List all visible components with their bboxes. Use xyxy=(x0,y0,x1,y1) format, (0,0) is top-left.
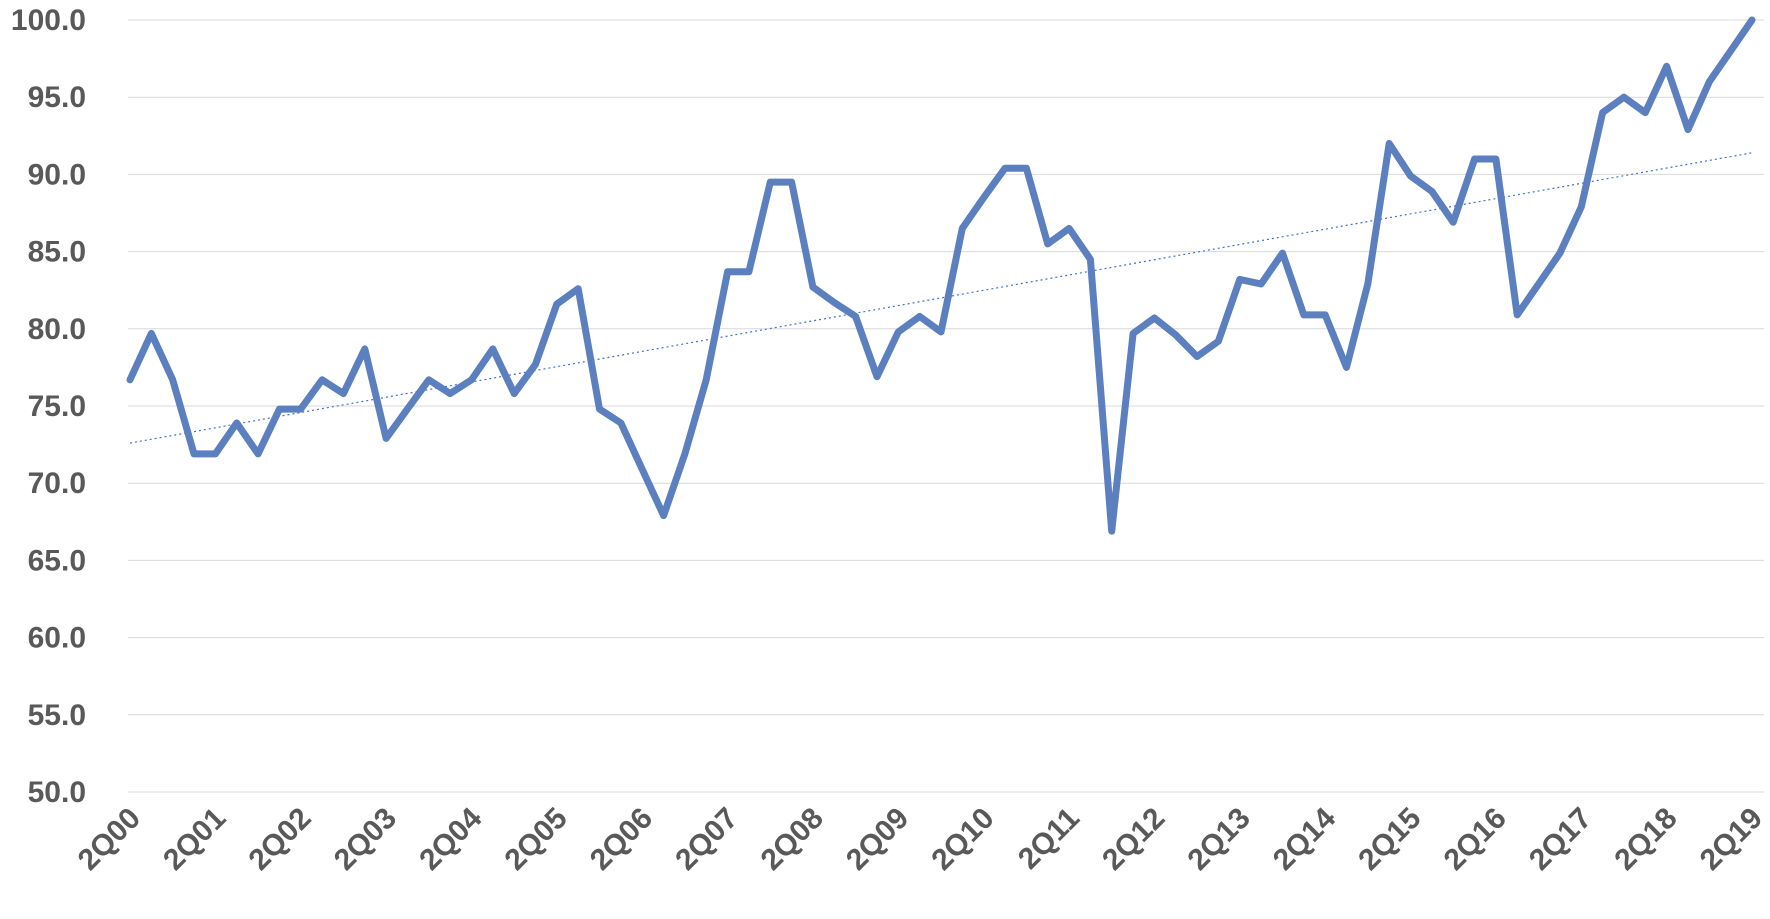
series-layer xyxy=(126,16,1756,535)
y-axis-ticks: 50.0 55.0 60.0 65.0 70.0 75.0 80.0 85.0 90.0 95.0… xyxy=(11,4,86,809)
gridlines xyxy=(128,19,1764,793)
y-tick-label: 50.0 xyxy=(28,776,86,809)
x-tick-label: 2Q00 xyxy=(72,802,147,877)
y-tick-label: 55.0 xyxy=(28,699,86,732)
x-tick-label: 2Q11 xyxy=(1012,802,1086,876)
x-tick-label: 2Q19 xyxy=(1694,802,1769,877)
x-tick-label: 2Q03 xyxy=(328,802,403,877)
x-tick-label: 2Q09 xyxy=(840,802,915,877)
x-tick-label: 2Q06 xyxy=(584,802,659,877)
y-tick-label: 80.0 xyxy=(28,313,86,346)
x-tick-label: 2Q07 xyxy=(669,802,744,877)
x-tick-label: 2Q10 xyxy=(925,802,1000,877)
x-tick-label: 2Q12 xyxy=(1096,802,1171,877)
series-line xyxy=(126,16,1756,535)
x-tick-label: 2Q14 xyxy=(1267,801,1342,876)
x-tick-label: 2Q04 xyxy=(413,801,488,876)
y-tick-label: 100.0 xyxy=(11,4,86,37)
x-tick-label: 2Q08 xyxy=(755,802,830,877)
y-tick-label: 95.0 xyxy=(28,81,86,114)
x-tick-label: 2Q02 xyxy=(242,802,317,877)
y-tick-label: 85.0 xyxy=(28,236,86,269)
y-tick-label: 75.0 xyxy=(28,390,86,423)
x-axis-ticks: 2Q00 2Q01 2Q02 2Q03 2Q04 2Q05 2Q06 2Q07 2Q08 2Q09… xyxy=(72,801,1769,876)
y-tick-label: 60.0 xyxy=(28,622,86,655)
y-tick-label: 90.0 xyxy=(28,158,86,191)
x-tick-label: 2Q01 xyxy=(157,802,232,877)
x-tick-label: 2Q13 xyxy=(1182,802,1257,877)
x-tick-label: 2Q16 xyxy=(1438,802,1513,877)
x-tick-label: 2Q17 xyxy=(1523,802,1598,877)
y-tick-label: 70.0 xyxy=(28,467,86,500)
y-tick-label: 65.0 xyxy=(28,544,86,577)
x-tick-label: 2Q15 xyxy=(1352,802,1427,877)
x-tick-label: 2Q18 xyxy=(1608,802,1683,877)
x-tick-label: 2Q05 xyxy=(499,802,574,877)
